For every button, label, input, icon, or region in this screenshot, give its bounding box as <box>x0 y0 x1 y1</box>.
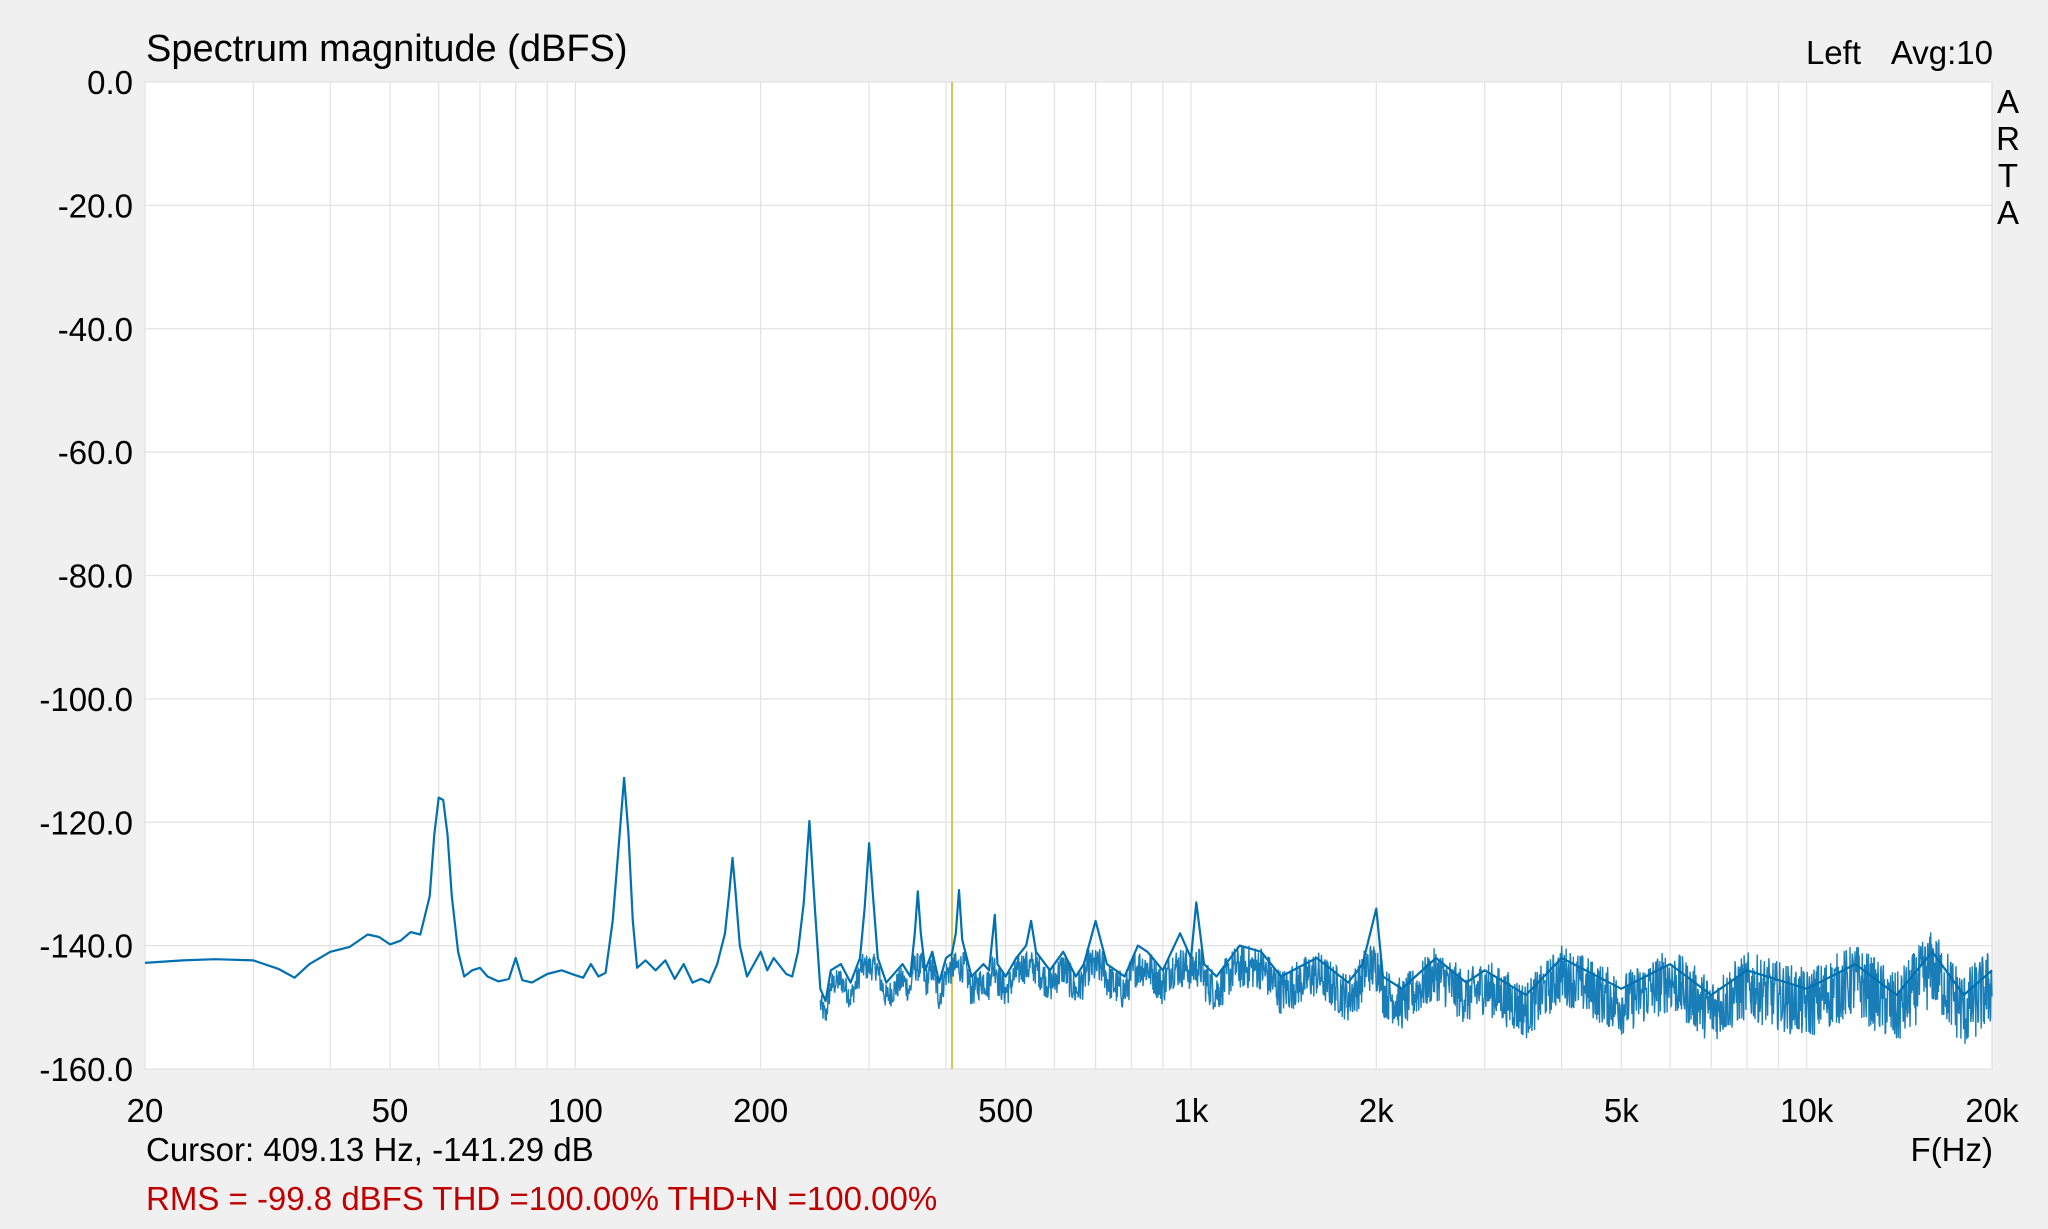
series-group <box>144 776 1993 1044</box>
y-tick-label: -40.0 <box>58 311 133 348</box>
x-tick-label: 5k <box>1604 1092 1639 1129</box>
x-tick-label: 20k <box>1965 1092 2019 1129</box>
brand-vertical: A R T A <box>1996 83 2020 231</box>
x-tick-label: 1k <box>1174 1092 1209 1129</box>
average-label: Avg:10 <box>1891 34 1993 71</box>
grid <box>144 81 1993 1070</box>
x-tick-label: 100 <box>548 1092 603 1129</box>
y-tick-label: -140.0 <box>39 928 133 965</box>
noise-floor-trace <box>819 932 1993 1044</box>
x-tick-label: 500 <box>978 1092 1033 1129</box>
x-tick-label: 2k <box>1359 1092 1394 1129</box>
channel-label: Left <box>1806 34 1861 71</box>
chart-title: Spectrum magnitude (dBFS) <box>146 28 628 70</box>
y-tick-label: -100.0 <box>39 681 133 718</box>
x-tick-label: 10k <box>1780 1092 1834 1129</box>
x-tick-label: 50 <box>372 1092 409 1129</box>
cursor-readout: Cursor: 409.13 Hz, -141.29 dB <box>146 1131 594 1168</box>
y-tick-label: -80.0 <box>58 558 133 595</box>
y-tick-label: -160.0 <box>39 1051 133 1088</box>
x-tick-label: 20 <box>127 1092 164 1129</box>
y-tick-label: -20.0 <box>58 187 133 224</box>
brand-letter: A <box>1997 194 2019 231</box>
spectrum-trace <box>144 776 1993 1003</box>
y-tick-label: 0.0 <box>87 64 133 101</box>
stats-readout: RMS = -99.8 dBFS THD =100.00% THD+N =100… <box>146 1180 937 1217</box>
x-axis-label: F(Hz) <box>1911 1131 1993 1168</box>
brand-letter: T <box>1998 157 2018 194</box>
y-tick-label: -60.0 <box>58 434 133 471</box>
brand-letter: A <box>1997 83 2019 120</box>
x-tick-label: 200 <box>733 1092 788 1129</box>
y-tick-labels: 0.0 -20.0 -40.0 -60.0 -80.0 -100.0 -120.0 -140.… <box>39 64 133 1088</box>
brand-letter: R <box>1996 120 2020 157</box>
x-tick-labels: 20 50 100 200 500 1k 2k 5k 10k 20k <box>127 1092 2019 1129</box>
y-tick-label: -120.0 <box>39 804 133 841</box>
